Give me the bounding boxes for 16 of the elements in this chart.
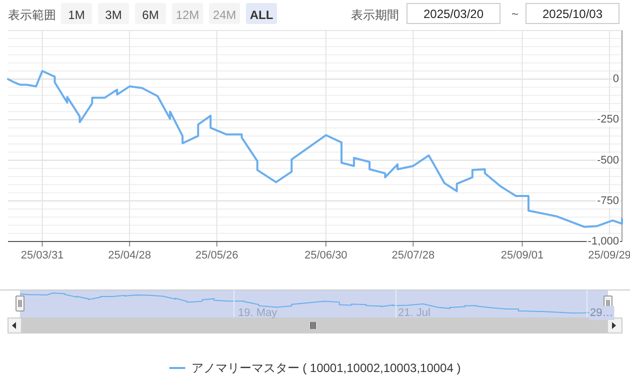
- x-tick-label: 25/06/30: [304, 250, 348, 262]
- y-tick-label: -250: [596, 114, 619, 126]
- y-tick-label: -500: [596, 154, 619, 166]
- x-tick-label: 25/05/26: [195, 250, 238, 262]
- text: 29…: [590, 307, 614, 319]
- x-tick-label: 25/03/31: [20, 250, 64, 262]
- y-tick-label: -750: [596, 194, 619, 207]
- x-tick-label: 25/07/28: [392, 250, 435, 262]
- x-tick-label: 25/09/29: [588, 250, 630, 262]
- legend: アノマリーマスター ( 10001,10002,10003,10004 ): [169, 361, 461, 375]
- y-tick-label: 0: [612, 73, 619, 86]
- line-series: [7, 70, 623, 228]
- toolbar: 表示範囲 1M 3M 6M 12M 24M ALL 表示期間 2025/03/20 ~ 2025/10/03: [8, 3, 620, 24]
- y-tick-label: -1,000: [588, 236, 619, 248]
- x-tick-label: 25/04/28: [108, 250, 151, 262]
- x-tick-label: 25/09/01: [500, 250, 544, 262]
